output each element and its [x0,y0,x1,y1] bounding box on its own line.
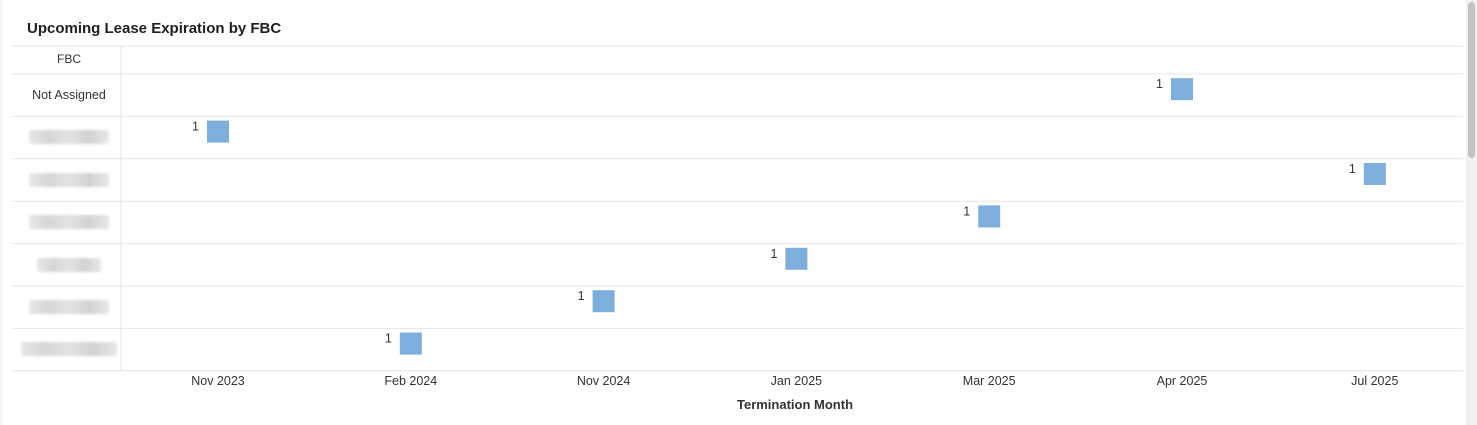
data-label: 1 [1349,162,1356,176]
chart-title: Upcoming Lease Expiration by FBC [27,20,282,37]
data-label: 1 [578,289,585,303]
x-tick-label: Feb 2024 [384,374,437,388]
y-tick-label [15,328,123,370]
scrollbar-thumb[interactable] [1468,2,1475,158]
redacted-label [29,130,109,145]
x-tick-label: Apr 2025 [1157,374,1208,388]
data-label: 1 [385,332,392,346]
data-label: 1 [963,204,970,218]
y-tick-label [15,286,123,328]
y-tick-label [15,116,123,158]
scrollbar[interactable] [1466,0,1477,425]
redacted-label [29,215,109,230]
x-tick-label: Jul 2025 [1351,374,1398,388]
x-tick-label: Jan 2025 [771,374,822,388]
x-tick-label: Nov 2024 [577,374,631,388]
y-tick-label [15,244,123,286]
y-tick-label [15,201,123,243]
redacted-label [29,172,109,187]
chart-panel: Upcoming Lease Expiration by FBC FBC Not… [3,0,1466,425]
data-point [785,247,808,270]
redacted-label [21,342,117,357]
redacted-label [29,300,109,314]
redacted-label [37,257,101,272]
chart-plot: Nov 2023 Feb 2024 Nov 2024 Jan 2025 Mar 2025… [12,45,1463,412]
y-tick-label [15,159,123,201]
data-point [592,290,615,313]
data-point [207,120,229,143]
x-axis-title: Termination Month [737,397,853,412]
data-point [1363,163,1386,185]
data-point [399,332,422,355]
data-point [1171,78,1193,101]
data-point [978,205,1001,228]
data-label: 1 [1156,77,1163,91]
data-label: 1 [770,247,777,261]
y-tick-label: Not Assigned [32,88,106,102]
data-label: 1 [192,120,199,134]
row-header-fbc: FBC [57,52,81,66]
x-tick-label: Nov 2023 [191,374,245,388]
x-tick-label: Mar 2025 [963,374,1016,388]
